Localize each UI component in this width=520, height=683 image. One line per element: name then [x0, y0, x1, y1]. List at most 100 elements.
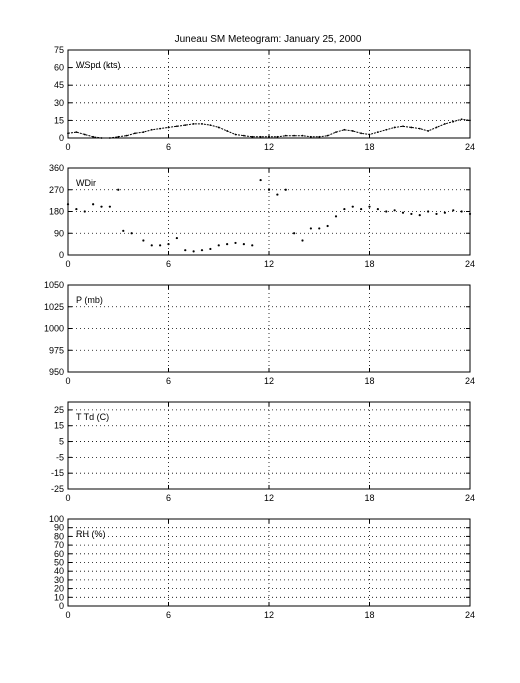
y-tick-label: 90	[54, 228, 64, 238]
data-point	[242, 134, 245, 137]
y-tick-label: 60	[54, 549, 64, 559]
data-point	[360, 207, 363, 211]
data-point	[92, 135, 95, 138]
data-point	[200, 249, 204, 252]
y-tick-label: 30	[54, 98, 64, 108]
data-point	[301, 239, 304, 242]
x-tick-label: 18	[364, 376, 374, 386]
data-point	[201, 123, 203, 125]
y-tick-label: 270	[49, 185, 64, 195]
x-tick-label: 0	[65, 259, 70, 269]
data-point	[251, 135, 254, 138]
data-point	[410, 126, 413, 129]
y-tick-label: 5	[59, 437, 64, 447]
y-tick-label: 360	[49, 163, 64, 173]
data-point	[117, 135, 120, 138]
data-point	[360, 132, 363, 135]
data-point	[376, 207, 379, 211]
data-point	[335, 131, 337, 134]
data-point	[122, 229, 125, 232]
x-tick-label: 18	[364, 142, 374, 152]
y-tick-label: 15	[54, 115, 64, 125]
data-point	[100, 137, 103, 139]
data-point	[142, 239, 145, 242]
data-point	[267, 188, 271, 191]
y-tick-label: 45	[54, 80, 64, 90]
data-point	[427, 210, 430, 213]
y-tick-label: 1000	[44, 324, 64, 334]
panel-label: P (mb)	[76, 295, 103, 305]
y-tick-label: 0	[59, 133, 64, 143]
data-point	[393, 209, 396, 212]
data-point	[175, 125, 178, 128]
y-tick-label: 15	[54, 421, 64, 431]
data-point	[402, 125, 404, 128]
y-tick-label: 0	[59, 601, 64, 611]
x-tick-label: 6	[166, 610, 171, 620]
data-point	[251, 244, 254, 247]
x-tick-label: 24	[465, 259, 475, 269]
data-point	[159, 244, 162, 247]
data-point	[226, 243, 229, 246]
data-point	[318, 227, 321, 230]
data-point	[142, 131, 145, 134]
data-point	[92, 203, 95, 206]
data-point	[276, 193, 279, 196]
data-point	[301, 134, 304, 137]
data-point	[435, 126, 438, 129]
data-point	[167, 243, 170, 246]
data-point	[192, 250, 195, 253]
data-point	[326, 224, 329, 228]
data-point	[167, 126, 170, 129]
y-tick-label: 50	[54, 558, 64, 568]
data-point	[66, 203, 70, 206]
data-point	[418, 214, 421, 217]
data-point	[385, 210, 388, 213]
data-point	[460, 210, 463, 213]
data-point	[468, 212, 472, 216]
data-point	[117, 188, 120, 191]
data-point	[293, 232, 296, 235]
data-point	[75, 131, 78, 134]
data-point	[217, 126, 220, 129]
x-tick-label: 18	[364, 493, 374, 503]
data-point	[309, 227, 312, 230]
y-tick-label: 180	[49, 207, 64, 217]
y-tick-label: 100	[49, 514, 64, 524]
y-tick-label: 10	[54, 592, 64, 602]
data-point	[108, 137, 111, 139]
data-point	[130, 232, 133, 235]
x-tick-label: 12	[264, 610, 274, 620]
data-point	[75, 207, 78, 211]
data-point	[276, 135, 279, 138]
data-point	[284, 134, 287, 137]
data-point	[125, 134, 128, 137]
data-point	[368, 205, 371, 208]
x-tick-label: 24	[465, 493, 475, 503]
y-tick-label: 20	[54, 584, 64, 594]
data-point	[452, 120, 455, 123]
x-tick-label: 12	[264, 376, 274, 386]
data-point	[293, 134, 296, 137]
data-point	[284, 188, 287, 191]
x-tick-label: 12	[264, 259, 274, 269]
y-tick-label: 70	[54, 540, 64, 550]
data-point	[192, 123, 195, 125]
data-point	[318, 135, 321, 138]
data-point	[150, 244, 153, 247]
y-tick-label: 30	[54, 575, 64, 585]
y-tick-label: 0	[59, 250, 64, 260]
x-tick-label: 0	[65, 376, 70, 386]
x-tick-label: 12	[264, 493, 274, 503]
data-point	[418, 127, 421, 130]
data-point	[67, 132, 69, 135]
data-point	[469, 119, 471, 122]
y-tick-label: 60	[54, 63, 64, 73]
y-tick-label: -5	[56, 452, 64, 462]
data-point	[326, 134, 329, 137]
data-point	[393, 126, 396, 129]
x-tick-label: 24	[465, 142, 475, 152]
data-point	[83, 210, 86, 213]
x-tick-label: 6	[166, 142, 171, 152]
